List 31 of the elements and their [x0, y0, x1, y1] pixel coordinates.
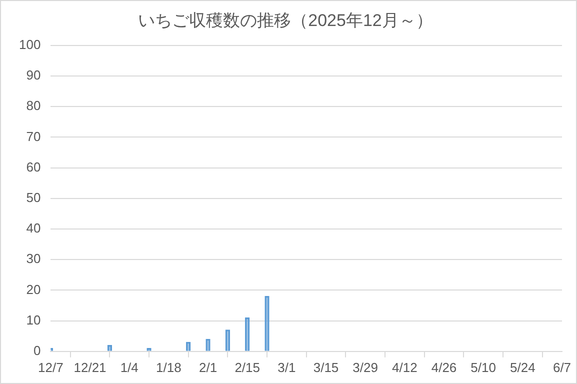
- x-tick-label: 6/7: [552, 360, 572, 375]
- y-tick-label: 50: [26, 190, 41, 205]
- x-tick-label: 2/1: [198, 360, 218, 375]
- bar: [264, 296, 270, 351]
- y-tick-label: 20: [26, 282, 41, 297]
- x-tick-label: 3/1: [278, 360, 296, 375]
- x-tick-label: 3/15: [313, 360, 339, 375]
- x-tick-label: 4/26: [431, 360, 457, 375]
- bar: [146, 348, 152, 351]
- y-tick-label: 70: [26, 128, 41, 144]
- y-tick-label: 40: [26, 220, 41, 236]
- bar: [225, 330, 230, 351]
- x-tick-label: 1/4: [120, 360, 138, 375]
- y-tick-label: 30: [26, 251, 41, 266]
- y-tick-label: 90: [26, 68, 41, 83]
- y-tick-label: 60: [26, 159, 41, 174]
- x-tick-label: 5/24: [510, 360, 536, 375]
- x-tick-label: 12/21: [74, 360, 106, 375]
- x-tick-label: 1/18: [156, 360, 182, 375]
- x-tick-label: 5/10: [470, 360, 496, 375]
- bar: [206, 338, 210, 351]
- y-tick-label: 80: [26, 98, 41, 114]
- y-tick-label: 100: [18, 36, 41, 52]
- x-tick-label: 12/7: [38, 360, 64, 375]
- bar: [245, 317, 250, 351]
- y-tick-label: 10: [26, 312, 41, 328]
- chart-title: いちご収穫数の推移（2025年12月～）: [138, 10, 433, 30]
- y-tick-label: 0: [33, 342, 41, 358]
- x-tick-label: 2/15: [234, 360, 260, 375]
- x-tick-label: 3/29: [352, 360, 378, 375]
- x-tick-label: 4/12: [392, 360, 418, 375]
